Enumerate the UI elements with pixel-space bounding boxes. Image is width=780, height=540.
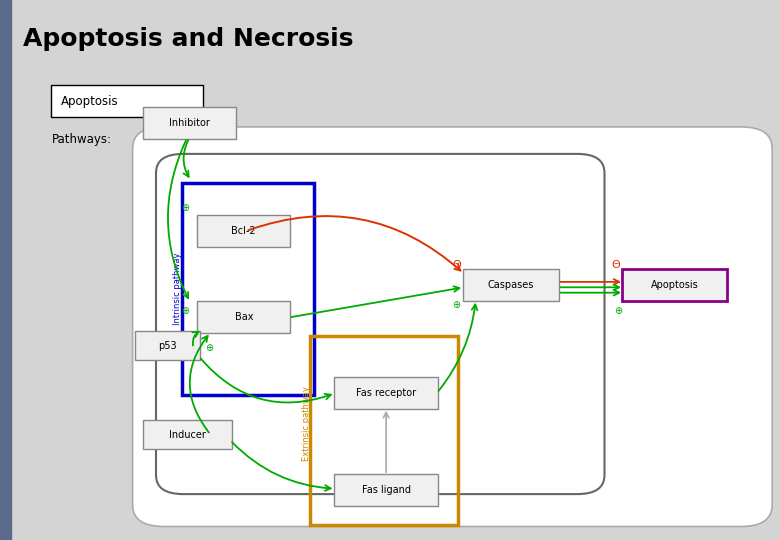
Text: Inhibitor: Inhibitor bbox=[168, 118, 210, 128]
Text: Inducer: Inducer bbox=[168, 430, 206, 440]
Text: ⊕: ⊕ bbox=[182, 203, 190, 213]
Text: ⊕: ⊕ bbox=[205, 343, 213, 353]
Text: Θ: Θ bbox=[612, 260, 621, 269]
Bar bbox=[0, 0, 11, 540]
FancyBboxPatch shape bbox=[51, 85, 203, 117]
Text: Pathways:: Pathways: bbox=[51, 133, 112, 146]
FancyBboxPatch shape bbox=[463, 269, 559, 301]
Text: ⊕: ⊕ bbox=[452, 300, 460, 310]
FancyBboxPatch shape bbox=[143, 420, 232, 449]
Text: ⊕: ⊕ bbox=[182, 306, 190, 315]
Text: Θ: Θ bbox=[452, 260, 461, 269]
FancyBboxPatch shape bbox=[143, 107, 236, 139]
FancyBboxPatch shape bbox=[197, 301, 290, 333]
Text: Bax: Bax bbox=[235, 312, 253, 322]
Text: Intrinsic pathway: Intrinsic pathway bbox=[173, 253, 183, 325]
FancyBboxPatch shape bbox=[622, 269, 727, 301]
FancyBboxPatch shape bbox=[334, 377, 438, 409]
FancyBboxPatch shape bbox=[334, 474, 438, 506]
Text: Apoptosis: Apoptosis bbox=[61, 94, 119, 108]
FancyBboxPatch shape bbox=[135, 331, 200, 360]
Text: Fas ligand: Fas ligand bbox=[362, 485, 410, 495]
Text: Caspases: Caspases bbox=[488, 280, 534, 290]
Text: Apoptosis and Necrosis: Apoptosis and Necrosis bbox=[23, 27, 354, 51]
Text: p53: p53 bbox=[158, 341, 177, 350]
Text: Fas receptor: Fas receptor bbox=[356, 388, 417, 398]
Text: ⊕: ⊕ bbox=[615, 306, 622, 315]
FancyBboxPatch shape bbox=[197, 215, 290, 247]
Text: Apoptosis: Apoptosis bbox=[651, 280, 699, 290]
Text: Extrinsic pathway: Extrinsic pathway bbox=[302, 387, 311, 461]
FancyBboxPatch shape bbox=[133, 127, 772, 526]
Text: Bcl-2: Bcl-2 bbox=[232, 226, 256, 236]
